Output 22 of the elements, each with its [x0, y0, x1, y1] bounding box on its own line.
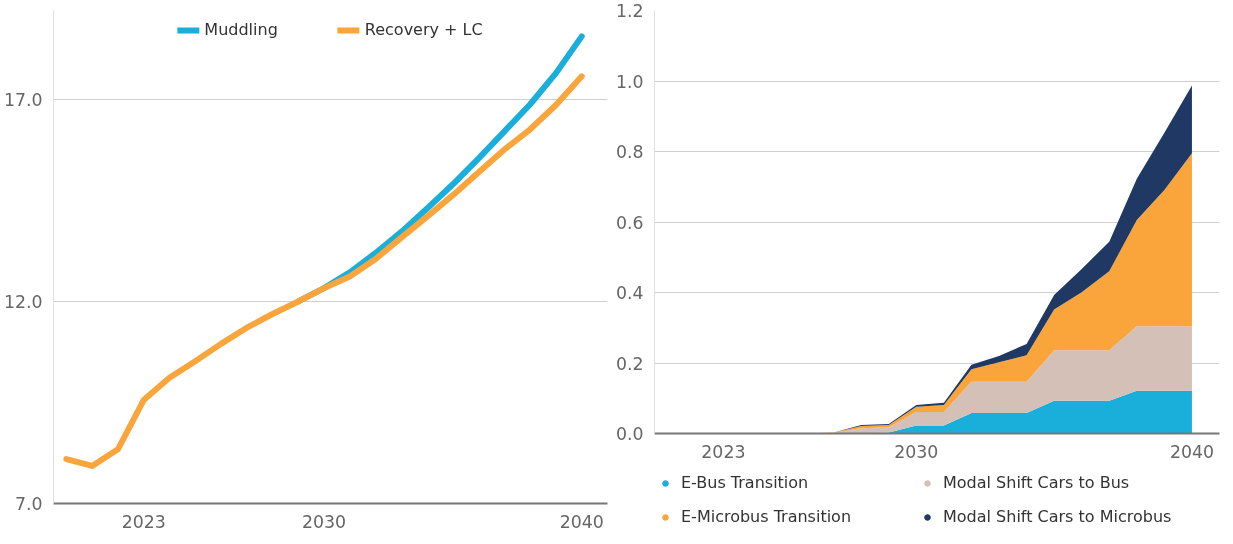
- x-tick-label: 2030: [302, 511, 347, 532]
- x-tick-label: 2023: [701, 441, 746, 462]
- legend-label: Recovery + LC: [364, 20, 483, 39]
- y-tick-label: 0.2: [615, 353, 644, 374]
- y-tick-label: 12.0: [3, 291, 43, 312]
- y-tick-label: 0.0: [615, 424, 644, 444]
- x-tick-label: 2040: [559, 511, 604, 532]
- y-tick-label: 0.8: [615, 142, 644, 162]
- legend-label: E-Microbus Transition: [681, 507, 853, 526]
- y-tick-label: 1.0: [615, 71, 644, 92]
- legend-label: E-Bus Transition: [681, 473, 810, 492]
- legend-label: Modal Shift Cars to Bus: [943, 473, 1131, 492]
- legend-label: Muddling: [204, 20, 278, 39]
- x-tick-label: 2030: [894, 441, 939, 462]
- y-tick-label: 0.6: [615, 212, 644, 233]
- y-tick-label: 1.2: [615, 1, 644, 21]
- legend-label: Modal Shift Cars to Microbus: [943, 507, 1172, 526]
- x-tick-label: 2040: [1169, 441, 1214, 462]
- y-tick-label: 17.0: [3, 89, 43, 110]
- y-tick-label: 0.4: [615, 283, 644, 303]
- y-tick-label: 7.0: [14, 494, 43, 514]
- x-tick-label: 2023: [121, 511, 166, 532]
